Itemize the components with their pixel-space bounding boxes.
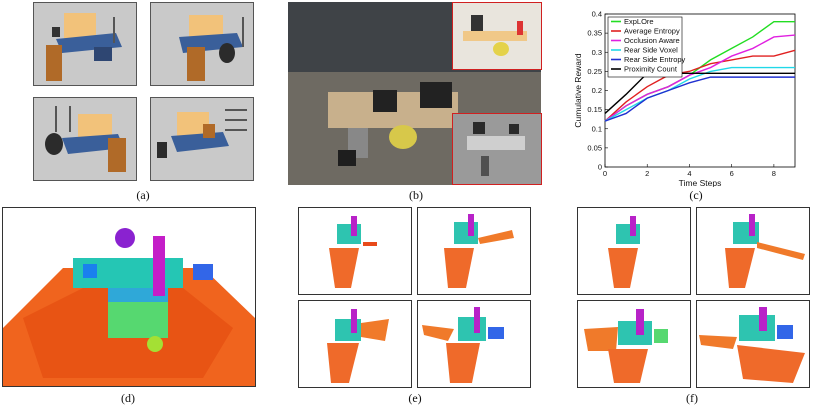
- pointcloud-f-2-illustration: [725, 214, 805, 288]
- sim-scene-1: [33, 2, 137, 86]
- x-tick-label: 6: [730, 169, 734, 178]
- y-axis-label: Cumulative Reward: [573, 53, 583, 127]
- pointcloud-f-4: [696, 300, 810, 388]
- pointcloud-e-4-illustration: [422, 307, 504, 383]
- legend-label: ExpLOre: [624, 17, 654, 26]
- series-line: [604, 72, 795, 114]
- legend-label: Proximity Count: [624, 65, 678, 74]
- sim-scene-4: [150, 97, 254, 181]
- office-photo-illustration: [288, 2, 541, 185]
- pointcloud-e-4: [417, 300, 531, 388]
- pointcloud-f-1: [577, 207, 691, 295]
- pointcloud-f-4-illustration: [699, 307, 805, 383]
- series-line: [604, 49, 796, 122]
- caption-c: (c): [689, 188, 703, 202]
- caption-b: (b): [409, 188, 423, 202]
- sim-scene-4-illustration: [157, 109, 247, 158]
- reward-chart: 0 0.05 0.1 0.15 0.2 0.25 0.3 0.35 0.4 0 2 4 6 8 Time S…: [573, 2, 803, 187]
- pointcloud-f-1-illustration: [608, 216, 640, 288]
- legend-label: Rear Side Voxel: [624, 46, 678, 55]
- y-tick-label: 0.2: [592, 86, 602, 95]
- y-tick-label: 0.25: [587, 67, 602, 76]
- y-tick-label: 0.3: [592, 48, 602, 57]
- pointcloud-f-3-illustration: [584, 309, 668, 383]
- x-tick-label: 8: [772, 169, 776, 178]
- series-line: [604, 76, 795, 122]
- pointcloud-large-illustration: [3, 228, 255, 386]
- x-axis-label: Time Steps: [679, 178, 722, 187]
- series-line: [604, 34, 796, 122]
- pointcloud-e-3: [298, 300, 412, 388]
- legend-label: Occlusion Aware: [624, 36, 680, 45]
- y-tick-label: 0.15: [587, 105, 602, 114]
- reward-chart-svg: 0 0.05 0.1 0.15 0.2 0.25 0.3 0.35 0.4 0 2 4 6 8 Time S…: [573, 10, 796, 187]
- pointcloud-large: [2, 207, 256, 387]
- pointcloud-e-3-illustration: [327, 309, 389, 383]
- sim-scene-2-illustration: [179, 15, 244, 81]
- rgb-inset-illustration: [463, 15, 527, 56]
- pointcloud-e-2: [417, 207, 531, 295]
- sim-scene-3-illustration: [45, 106, 126, 172]
- y-tick-label: 0.4: [592, 10, 602, 19]
- y-tick-label: 0.1: [592, 124, 602, 133]
- caption-d: (d): [121, 391, 135, 405]
- pointcloud-f-2: [696, 207, 810, 295]
- sim-scene-2: [150, 2, 254, 86]
- depth-inset: [452, 113, 542, 185]
- caption-a: (a): [136, 188, 150, 202]
- caption-e: (e): [408, 391, 422, 405]
- sim-scene-1-illustration: [46, 13, 122, 81]
- pointcloud-e-1-illustration: [329, 216, 377, 288]
- legend-box: [607, 16, 683, 78]
- caption-f: (f): [686, 391, 698, 405]
- y-tick-label: 0.05: [587, 143, 602, 152]
- x-tick-label: 0: [603, 169, 607, 178]
- rgb-inset: [452, 2, 542, 70]
- pointcloud-e-2-illustration: [444, 214, 514, 288]
- x-tick-label: 4: [687, 169, 691, 178]
- x-tick-label: 2: [645, 169, 649, 178]
- pointcloud-f-3: [577, 300, 691, 388]
- depth-inset-illustration: [453, 114, 541, 184]
- y-tick-label: 0.35: [587, 29, 602, 38]
- legend-label: Average Entropy: [624, 27, 680, 36]
- series-line: [604, 66, 795, 122]
- sim-scene-3: [33, 97, 137, 181]
- pointcloud-e-1: [298, 207, 412, 295]
- legend-label: Rear Side Entropy: [624, 55, 686, 64]
- y-tick-label: 0: [598, 163, 602, 172]
